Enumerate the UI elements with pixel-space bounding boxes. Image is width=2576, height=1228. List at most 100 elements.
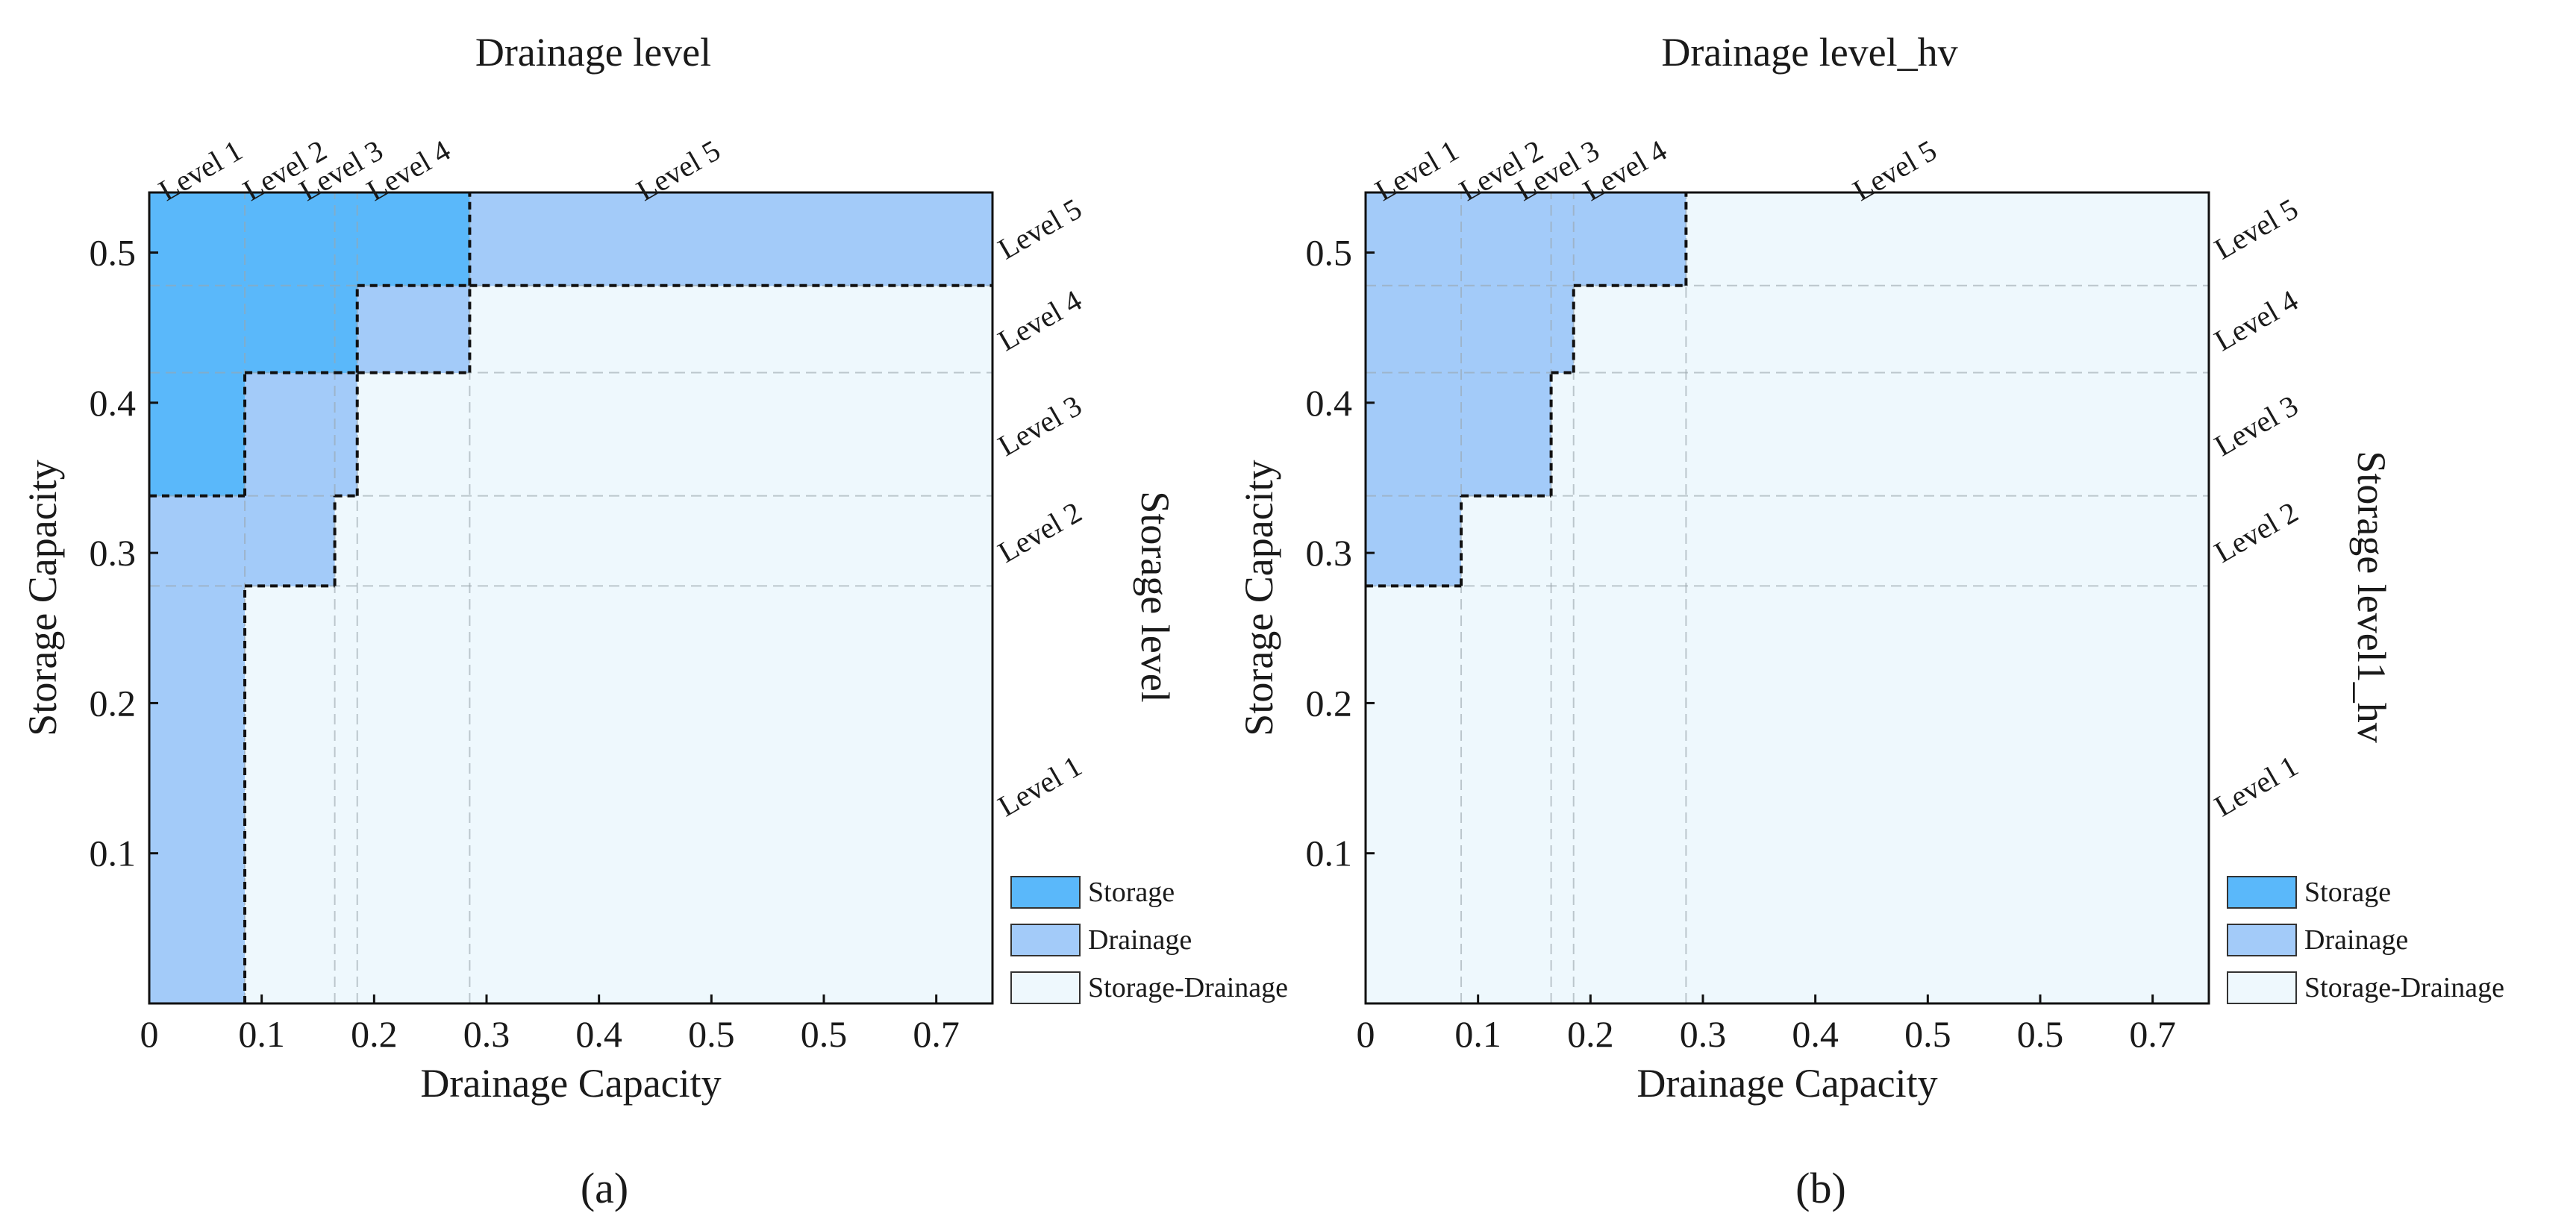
- legend-swatch-1: [2227, 876, 2297, 909]
- right-level-label-2: Level 4: [992, 283, 1087, 358]
- legend-swatch-3: [1010, 971, 1081, 1004]
- legend-swatch-1: [1010, 876, 1081, 909]
- right-axis-title: Storage level: [1133, 491, 1178, 702]
- x-tick-label: 0.3: [463, 1013, 510, 1055]
- cell-r3-c2: [1461, 372, 1552, 497]
- cell-r2-c4: [357, 495, 470, 586]
- chart-panel-b: 0 0.1 0.2 0.3 0.4 0.5 0.5 0.7 0.1 0.2 0.3 0.4 0.5 Dra…: [1237, 30, 2504, 1212]
- legend-label-3: Storage-Drainage: [1088, 972, 1288, 1003]
- cell-r4-c1: [149, 285, 246, 374]
- chart-title: Drainage level: [475, 30, 711, 75]
- legend-label-1: Storage: [2304, 877, 2391, 908]
- cell-r4-c4: [357, 285, 470, 374]
- cell-r5-c4: [357, 192, 470, 286]
- cell-r5-c3: [334, 192, 358, 286]
- cell-r4-c3: [1551, 285, 1575, 374]
- cell-r5-c5: [469, 192, 993, 286]
- cell-r3-c3: [334, 372, 358, 497]
- x-tick-label: 0.5: [2017, 1013, 2064, 1055]
- legend-label-2: Drainage: [2304, 924, 2408, 956]
- y-tick-label: 0.2: [90, 682, 137, 724]
- cell-r1-c5: [1686, 586, 2210, 1004]
- x-tick-label: 0.4: [1792, 1013, 1839, 1055]
- cell-r1-c1: [149, 586, 246, 1004]
- cell-r1-c4: [1573, 586, 1686, 1004]
- cell-r3-c5: [469, 372, 993, 497]
- x-tick-label: 0.7: [913, 1013, 960, 1055]
- cell-r3-c1: [149, 372, 246, 497]
- cell-r3-c5: [1686, 372, 2210, 497]
- x-tick-label: 0.1: [238, 1013, 285, 1055]
- cell-r2-c3: [1551, 495, 1575, 586]
- cell-r2-c4: [1573, 495, 1686, 586]
- cell-r1-c1: [1366, 586, 1462, 1004]
- cell-r3-c2: [245, 372, 336, 497]
- x-tick-label: 0.2: [351, 1013, 398, 1055]
- right-level-label-3: Level 3: [2209, 389, 2304, 463]
- chart-title: Drainage level_hv: [1661, 30, 1957, 75]
- x-tick-label: 0.2: [1567, 1013, 1614, 1055]
- y-tick-label: 0.1: [1306, 833, 1353, 874]
- cell-r3-c4: [357, 372, 470, 497]
- legend-swatch-2: [2227, 924, 2297, 956]
- x-tick-label: 0.5: [801, 1013, 848, 1055]
- legend-label-1: Storage: [1088, 877, 1175, 908]
- cell-r1-c2: [245, 586, 336, 1004]
- y-tick-label: 0.4: [1306, 382, 1353, 424]
- legend-label-3: Storage-Drainage: [2304, 972, 2504, 1003]
- cell-r1-c5: [469, 586, 993, 1004]
- cell-r4-c5: [1686, 285, 2210, 374]
- cell-r4-c2: [245, 285, 336, 374]
- cell-r5-c3: [1551, 192, 1575, 286]
- cell-r5-c1: [1366, 192, 1462, 286]
- cell-r3-c4: [1573, 372, 1686, 497]
- y-tick-label: 0.1: [90, 833, 137, 874]
- cell-r1-c3: [334, 586, 358, 1004]
- right-level-label-1: Level 5: [992, 192, 1087, 266]
- x-tick-label: 0: [140, 1013, 159, 1055]
- cell-r4-c4: [1573, 285, 1686, 374]
- y-axis-title: Storage Capacity: [1237, 460, 1281, 736]
- cell-r4-c3: [334, 285, 358, 374]
- cell-r5-c5: [1686, 192, 2210, 286]
- cell-r2-c1: [149, 495, 246, 586]
- cell-r4-c1: [1366, 285, 1462, 374]
- right-level-label-2: Level 4: [2209, 283, 2304, 358]
- legend-swatch-3: [2227, 971, 2297, 1004]
- cell-r2-c5: [1686, 495, 2210, 586]
- y-tick-label: 0.5: [1306, 232, 1353, 274]
- plot-frame: [148, 191, 994, 1005]
- y-tick-label: 0.3: [90, 532, 137, 574]
- y-axis-title: Storage Capacity: [20, 460, 65, 736]
- chart-panel-a: 0 0.1 0.2 0.3 0.4 0.5 0.5 0.7 0.1 0.2 0.3 0.4 0.5 Dra…: [20, 30, 1288, 1212]
- cell-r2-c2: [1461, 495, 1552, 586]
- panel-label: (b): [1795, 1164, 1846, 1212]
- cell-r3-c1: [1366, 372, 1462, 497]
- right-level-label-5: Level 1: [2209, 749, 2304, 824]
- x-tick-label: 0.5: [1904, 1013, 1951, 1055]
- cell-r2-c2: [245, 495, 336, 586]
- right-level-label-5: Level 1: [992, 749, 1087, 824]
- cell-r1-c3: [1551, 586, 1575, 1004]
- cell-r4-c5: [469, 285, 993, 374]
- x-tick-label: 0: [1357, 1013, 1375, 1055]
- cell-r5-c4: [1573, 192, 1686, 286]
- y-tick-label: 0.5: [90, 232, 137, 274]
- cell-r5-c2: [245, 192, 336, 286]
- panel-label: (a): [581, 1164, 628, 1212]
- x-axis-title: Drainage Capacity: [420, 1061, 721, 1106]
- cell-r1-c2: [1461, 586, 1552, 1004]
- x-tick-label: 0.3: [1680, 1013, 1727, 1055]
- cell-r5-c2: [1461, 192, 1552, 286]
- right-level-label-1: Level 5: [2209, 192, 2304, 266]
- x-tick-label: 0.7: [2129, 1013, 2176, 1055]
- y-tick-label: 0.4: [90, 382, 137, 424]
- x-tick-label: 0.1: [1454, 1013, 1501, 1055]
- cell-r5-c1: [149, 192, 246, 286]
- cell-r3-c3: [1551, 372, 1575, 497]
- right-axis-title: Storage level1_hv: [2349, 451, 2394, 742]
- x-tick-label: 0.5: [688, 1013, 735, 1055]
- legend-swatch-2: [1010, 924, 1081, 956]
- cell-r1-c4: [357, 586, 470, 1004]
